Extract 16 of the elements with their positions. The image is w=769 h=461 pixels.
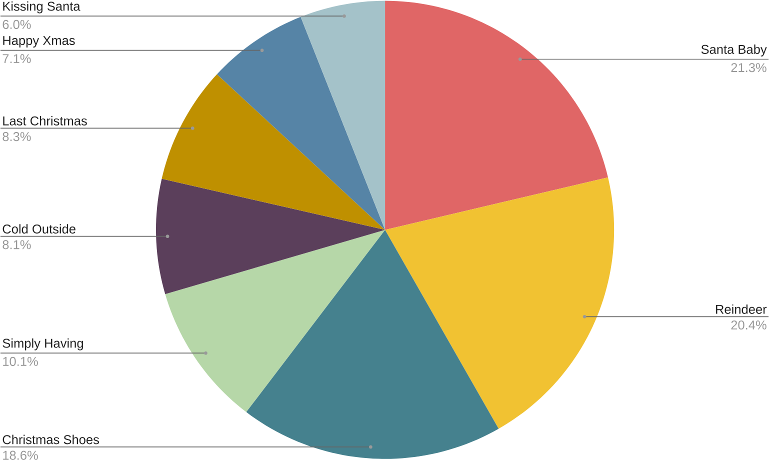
data-label: 8.3% [2, 132, 31, 141]
data-label: 7.1% [2, 54, 31, 63]
data-label: 8.1% [2, 240, 31, 250]
data-label: 20.4% [731, 320, 766, 330]
data-label: 6.0% [2, 20, 31, 29]
slice-label: Simply Having [2, 338, 83, 350]
slice-label: Cold Outside [2, 224, 76, 234]
slice-label: Santa Baby [701, 44, 767, 56]
slice-label: Last Christmas [3, 116, 87, 126]
data-label: 10.1% [3, 356, 38, 366]
slice-label: Christmas Shoes [2, 434, 99, 444]
slice-label: Happy Xmas [3, 36, 75, 48]
data-label: 18.6% [3, 450, 38, 460]
slice-label: Reindeer [716, 304, 767, 314]
slice-label: Kissing Santa [3, 1, 80, 14]
data-label: 21.3% [731, 62, 766, 72]
